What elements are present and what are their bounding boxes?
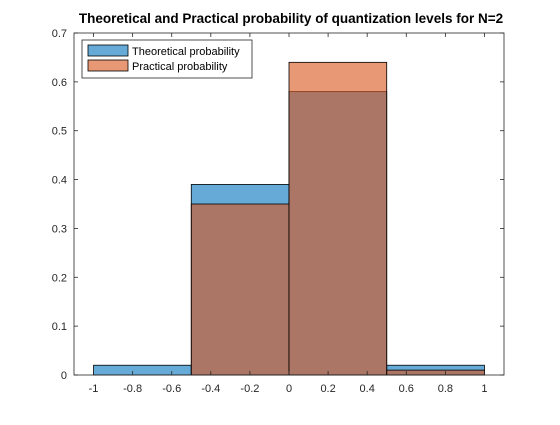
legend-label-practical: Practical probability — [132, 61, 228, 73]
y-tick-label: 0.4 — [52, 175, 67, 187]
x-tick-label: -1 — [89, 383, 99, 395]
legend-swatch-practical — [87, 59, 129, 72]
x-tick-label: 0 — [286, 383, 292, 395]
bar-practical-bin-3 — [288, 61, 388, 376]
x-tick-label: -0.6 — [162, 383, 181, 395]
bar-theoretical-bin-1 — [93, 364, 192, 376]
bars-layer — [93, 61, 485, 376]
y-axis: 0 0.1 0.2 0.3 0.4 0.5 0.6 0.7 — [52, 28, 504, 382]
x-tick-label: -0.8 — [123, 383, 142, 395]
x-tick-label: 0.2 — [320, 383, 335, 395]
y-tick-label: 0.5 — [52, 126, 67, 138]
bar-practical-bin-4 — [386, 369, 485, 376]
x-tick-label: 0.6 — [399, 383, 414, 395]
x-axis: -1 -0.8 -0.6 -0.4 -0.2 0 0.2 0.4 0.6 0.8 1 — [89, 33, 488, 395]
chart-title: Theoretical and Practical probability of… — [79, 11, 503, 26]
x-tick-label: -0.2 — [240, 383, 259, 395]
bar-practical-bin-2 — [190, 203, 290, 376]
y-tick-label: 0.3 — [52, 223, 67, 235]
y-tick-label: 0 — [61, 370, 67, 382]
y-tick-label: 0.2 — [52, 272, 67, 284]
legend-label-theoretical: Theoretical probability — [132, 46, 240, 58]
x-tick-label: -0.4 — [201, 383, 220, 395]
legend[interactable]: Theoretical probability Practical probabi… — [81, 39, 253, 79]
x-tick-label: 1 — [481, 383, 487, 395]
y-tick-label: 0.6 — [52, 77, 67, 89]
x-tick-label: 0.8 — [438, 383, 453, 395]
legend-swatch-theoretical — [87, 44, 129, 57]
x-tick-label: 0.4 — [360, 383, 375, 395]
y-tick-label: 0.7 — [52, 28, 67, 40]
y-tick-label: 0.1 — [52, 321, 67, 333]
